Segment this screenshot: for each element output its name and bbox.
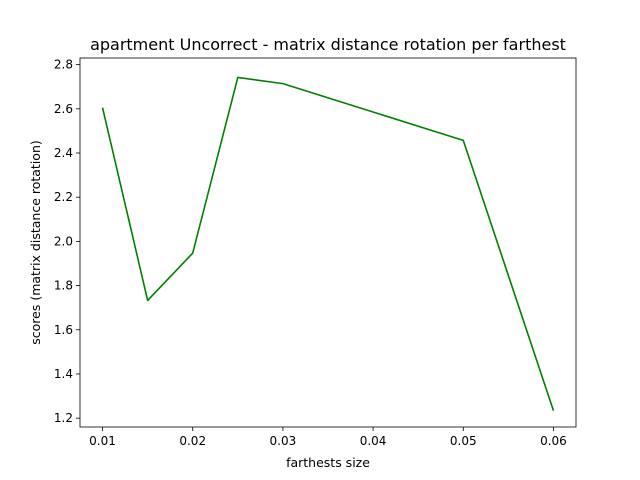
- y-tick-label: 1.2: [54, 411, 73, 425]
- y-axis-label: scores (matrix distance rotation): [28, 140, 43, 345]
- y-tick-label: 1.8: [54, 279, 73, 293]
- series-line: [101, 76, 555, 411]
- plot-frame: [79, 57, 577, 428]
- chart-title: apartment Uncorrect - matrix distance ro…: [90, 35, 566, 54]
- x-tick-label: 0.03: [270, 434, 297, 448]
- x-axis: 0.01 0.02 0.03 0.04 0.05 0.06: [89, 427, 567, 448]
- y-tick-label: 1.6: [54, 323, 73, 337]
- x-tick-label: 0.05: [450, 434, 477, 448]
- y-tick-label: 2.8: [54, 58, 73, 72]
- y-tick-label: 1.4: [54, 367, 73, 381]
- y-tick-label: 2.0: [54, 234, 73, 248]
- x-axis-label: farthests size: [286, 455, 370, 470]
- x-tick-label: 0.02: [179, 434, 206, 448]
- x-tick-label: 0.01: [89, 434, 116, 448]
- y-tick-label: 2.6: [54, 102, 73, 116]
- y-tick-label: 2.2: [54, 190, 73, 204]
- x-tick-label: 0.04: [360, 434, 387, 448]
- y-tick-label: 2.4: [54, 146, 73, 160]
- x-tick-label: 0.06: [540, 434, 567, 448]
- y-axis: 1.2 1.4 1.6 1.8 2.0 2.2 2.4 2.6 2.8: [54, 58, 80, 425]
